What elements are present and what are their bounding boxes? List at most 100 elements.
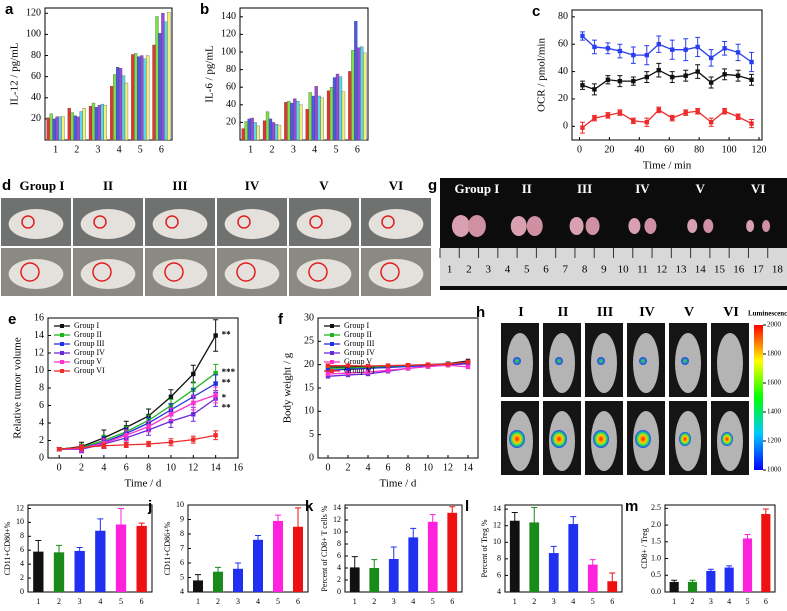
- bar: [265, 111, 270, 141]
- series-line: [59, 397, 217, 450]
- y-tick-label: 7: [180, 543, 184, 552]
- tumor-marker: [308, 262, 328, 282]
- error-bar: [762, 508, 769, 520]
- y-tick-label: 12: [34, 347, 44, 358]
- marker: [191, 412, 196, 417]
- error-bar: [76, 546, 83, 555]
- marker: [592, 44, 597, 50]
- y-axis-label: CD11+CD80+%: [3, 521, 12, 575]
- x-tick-label: 6: [140, 597, 144, 606]
- bar: [290, 102, 294, 141]
- panel-label: b: [200, 1, 209, 18]
- marker: [124, 433, 129, 438]
- ruler-label: 17: [753, 264, 765, 276]
- x-tick-label: 2: [346, 462, 351, 473]
- error-bar: [138, 522, 145, 530]
- marker: [656, 68, 661, 73]
- y-axis-label: IL-6 / pg/mL: [204, 45, 216, 103]
- bar: [76, 116, 80, 141]
- y-tick-label: 16: [34, 312, 44, 323]
- error-bar: [531, 506, 538, 538]
- signal: [597, 357, 605, 365]
- legend-label: Group I: [74, 321, 99, 330]
- bar: [253, 122, 257, 141]
- tumor-marker: [20, 262, 40, 282]
- bar: [161, 13, 165, 141]
- marker: [683, 110, 688, 115]
- colorbar-tick-label: 1200: [767, 437, 782, 445]
- tumor-marker: [236, 262, 256, 282]
- marker: [670, 115, 675, 121]
- bar: [140, 55, 144, 141]
- mouse-body: [8, 209, 64, 239]
- marker: [385, 363, 391, 368]
- x-tick-label: 3: [78, 597, 82, 606]
- bar: [131, 54, 135, 141]
- y-tick-label: 30: [304, 312, 314, 323]
- marker: [722, 109, 727, 114]
- x-tick-label: 1: [513, 597, 517, 606]
- x-tick-label: 10: [423, 462, 433, 473]
- significance-label: **: [222, 330, 232, 340]
- marker: [617, 48, 623, 54]
- x-tick-label: 40: [634, 144, 644, 155]
- bar: [46, 117, 50, 141]
- group-label: I: [518, 305, 523, 320]
- mouse-body: [8, 259, 64, 289]
- x-tick-label: 80: [694, 144, 704, 155]
- legend-marker: [330, 369, 334, 373]
- bar: [115, 524, 127, 592]
- marker: [146, 424, 151, 429]
- marker: [213, 392, 218, 398]
- y-tick-label: 0.5: [651, 570, 661, 579]
- x-tick-label: 3: [236, 597, 240, 606]
- legend-marker: [330, 333, 334, 337]
- y-tick-label: 14: [333, 503, 341, 512]
- x-tick-label: 2: [79, 462, 84, 473]
- ruler-label: 6: [543, 264, 549, 276]
- bar: [408, 537, 419, 592]
- bar: [308, 92, 312, 141]
- x-tick-label: 4: [411, 597, 415, 606]
- tumor-marker: [309, 215, 323, 229]
- bar: [568, 524, 579, 592]
- bar: [152, 44, 156, 141]
- error-bar: [275, 514, 281, 528]
- marker: [425, 362, 431, 367]
- marker: [605, 46, 611, 51]
- x-tick-label: 6: [355, 144, 360, 155]
- marker: [656, 42, 661, 47]
- marker: [580, 33, 585, 39]
- bar: [360, 46, 364, 141]
- legend-marker: [330, 351, 334, 355]
- marker: [213, 381, 218, 386]
- legend-label: Group IV: [74, 348, 105, 357]
- x-tick-label: 0: [577, 144, 582, 155]
- legend-label: Group V: [344, 357, 372, 366]
- y-tick-label: 0: [337, 587, 341, 596]
- x-tick-label: 2: [74, 144, 79, 155]
- panel-label: h: [476, 304, 485, 321]
- x-tick-label: 2: [216, 597, 220, 606]
- y-tick-label: 1.5: [651, 537, 661, 546]
- bar: [320, 97, 324, 141]
- ruler-label: 16: [733, 264, 745, 276]
- error-bar: [744, 533, 751, 543]
- y-tick-label: 60: [31, 71, 41, 82]
- y-tick-label: 25: [304, 336, 314, 347]
- x-tick-label: 60: [664, 144, 674, 155]
- y-axis-label: IL-12 / pg/mL: [9, 42, 21, 105]
- group-label: V: [696, 181, 706, 196]
- x-tick-label: 6: [159, 144, 164, 155]
- y-tick-label: 5: [180, 572, 184, 581]
- bar: [146, 55, 150, 141]
- bar: [79, 111, 83, 141]
- ruler-label: 8: [582, 264, 588, 276]
- axis-frame: [344, 504, 463, 593]
- legend-label: Group V: [74, 357, 102, 366]
- y-tick-label: 10: [493, 537, 501, 546]
- marker: [345, 370, 351, 376]
- y-tick-label: 15: [304, 382, 314, 393]
- y-tick-label: 80: [226, 64, 236, 75]
